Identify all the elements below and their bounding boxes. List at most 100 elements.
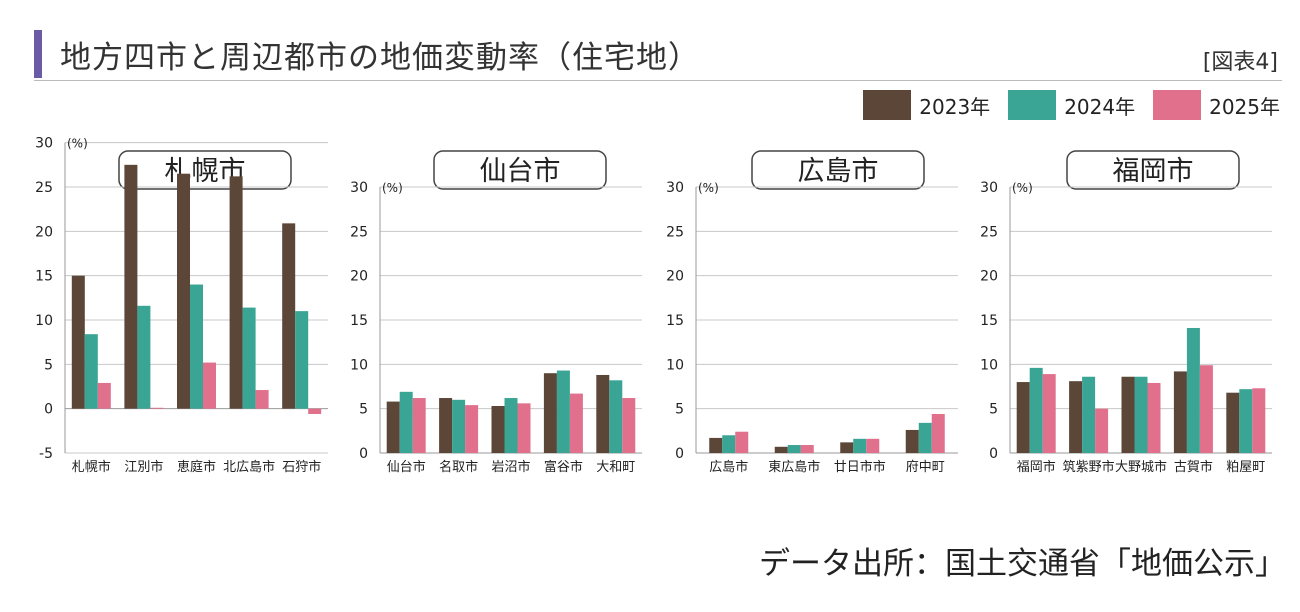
y-tick-label: 15 xyxy=(980,313,998,329)
x-tick-label: 富谷市 xyxy=(544,459,583,475)
figure-label: [図表4] xyxy=(1202,50,1278,75)
x-tick-label: 大野城市 xyxy=(1115,459,1167,475)
bar-2-2024年-富谷市 xyxy=(556,370,570,453)
y-tick-label: 30 xyxy=(350,180,368,196)
y-tick-label: 25 xyxy=(350,224,368,240)
x-tick-label: 東広島市 xyxy=(768,459,820,475)
bar-1-2023年-札幌市 xyxy=(71,275,85,409)
y-unit-label: (%) xyxy=(382,181,403,195)
bar-4-2023年-古賀市 xyxy=(1173,371,1187,453)
bar-2-2025年-大和町 xyxy=(622,398,636,453)
y-tick-label: 20 xyxy=(666,269,684,285)
bar-4-2023年-粕屋町 xyxy=(1226,392,1240,453)
bar-3-2024年-東広島市 xyxy=(787,445,801,453)
bar-2-2024年-岩沼市 xyxy=(504,398,518,453)
y-tick-label: 5 xyxy=(44,357,53,373)
y-tick-label: 20 xyxy=(980,269,998,285)
y-tick-label: 25 xyxy=(980,224,998,240)
page-title: 地方四市と周辺都市の地価変動率（住宅地） xyxy=(60,40,700,76)
bar-2-2025年-名取市 xyxy=(465,405,479,453)
title-accent-bar xyxy=(34,30,42,78)
x-tick-label: 広島市 xyxy=(709,459,748,475)
bar-1-2024年-石狩市 xyxy=(295,311,309,409)
y-tick-label: 10 xyxy=(980,357,998,373)
panel-title-3: 広島市 xyxy=(798,156,879,187)
legend-label-2024: 2024年 xyxy=(1064,94,1136,119)
bar-3-2024年-府中町 xyxy=(918,422,932,453)
bar-3-2025年-広島市 xyxy=(735,431,749,453)
y-tick-label: 30 xyxy=(980,180,998,196)
x-tick-label: 石狩市 xyxy=(282,459,321,475)
x-tick-label: 廿日市市 xyxy=(834,459,886,475)
bar-2-2023年-大和町 xyxy=(596,374,610,453)
x-tick-label: 粕屋町 xyxy=(1226,460,1265,475)
bar-1-2023年-江別市 xyxy=(124,164,138,409)
legend-swatch-2023 xyxy=(863,90,912,120)
x-tick-label: 岩沼市 xyxy=(491,459,530,475)
x-tick-label: 北広島市 xyxy=(223,459,275,475)
x-tick-label: 古賀市 xyxy=(1174,459,1213,475)
bar-3-2024年-廿日市市 xyxy=(853,438,867,453)
bar-3-2025年-府中町 xyxy=(931,413,945,453)
x-tick-label: 大和町 xyxy=(596,460,635,475)
x-tick-label: 江別市 xyxy=(124,459,163,475)
bar-4-2025年-粕屋町 xyxy=(1252,388,1266,453)
bar-4-2025年-筑紫野市 xyxy=(1095,408,1109,453)
legend-swatch-2025 xyxy=(1153,90,1202,120)
legend-swatch-2024 xyxy=(1008,90,1057,120)
y-tick-label: 30 xyxy=(666,180,684,196)
legend-item-2023: 2023年 xyxy=(863,90,990,120)
bar-1-2024年-恵庭市 xyxy=(190,284,203,409)
bar-1-2023年-石狩市 xyxy=(282,223,296,409)
bar-4-2023年-福岡市 xyxy=(1016,382,1030,453)
bar-4-2025年-大野城市 xyxy=(1147,382,1161,453)
y-tick-label: 25 xyxy=(35,180,53,196)
y-unit-label: (%) xyxy=(1012,181,1033,195)
bar-4-2024年-筑紫野市 xyxy=(1082,376,1096,453)
bar-3-2023年-府中町 xyxy=(905,429,919,453)
bar-4-2023年-筑紫野市 xyxy=(1069,381,1083,453)
y-unit-label: (%) xyxy=(698,181,719,195)
x-tick-label: 福岡市 xyxy=(1017,459,1056,475)
bar-4-2025年-福岡市 xyxy=(1042,374,1056,453)
panel-title-box-2 xyxy=(433,150,607,190)
bar-4-2024年-古賀市 xyxy=(1186,327,1200,453)
y-tick-label: 0 xyxy=(44,402,53,418)
legend: 2023年 2024年 2025年 xyxy=(863,90,1280,120)
bar-2-2024年-名取市 xyxy=(452,399,466,453)
y-tick-label: 10 xyxy=(666,357,684,373)
y-tick-label: 20 xyxy=(350,269,368,285)
y-tick-label: 0 xyxy=(989,446,998,462)
bar-2-2023年-岩沼市 xyxy=(491,406,505,453)
bar-1-2025年-江別市 xyxy=(150,407,164,409)
bar-1-2024年-札幌市 xyxy=(84,334,98,409)
legend-label-2025: 2025年 xyxy=(1209,94,1280,119)
bar-3-2025年-廿日市市 xyxy=(866,438,880,453)
y-tick-label: 0 xyxy=(359,446,368,462)
y-unit-label: (%) xyxy=(67,137,88,151)
legend-label-2023: 2023年 xyxy=(919,94,991,119)
bar-3-2024年-広島市 xyxy=(722,435,736,453)
bar-2-2024年-仙台市 xyxy=(399,391,413,453)
y-tick-label: 30 xyxy=(35,136,53,152)
bar-2-2025年-富谷市 xyxy=(569,393,583,453)
bar-2-2023年-名取市 xyxy=(439,398,453,453)
y-tick-label: 5 xyxy=(675,402,684,418)
bar-4-2023年-大野城市 xyxy=(1121,376,1135,453)
legend-item-2024: 2024年 xyxy=(1008,90,1135,120)
y-tick-label: 25 xyxy=(666,224,684,240)
bar-1-2023年-北広島市 xyxy=(229,176,243,409)
bar-4-2024年-福岡市 xyxy=(1029,367,1043,453)
panel-title-box-1 xyxy=(118,150,292,190)
y-tick-label: 15 xyxy=(35,269,53,285)
bar-2-2025年-岩沼市 xyxy=(517,403,531,453)
y-tick-label: 15 xyxy=(666,313,684,329)
panel-title-2: 仙台市 xyxy=(480,156,561,187)
bar-4-2024年-大野城市 xyxy=(1134,376,1148,453)
source-note: データ出所：国土交通省「地価公示」 xyxy=(759,546,1286,582)
bar-2-2023年-富谷市 xyxy=(543,373,557,453)
y-tick-label: 10 xyxy=(35,313,53,329)
bar-4-2024年-粕屋町 xyxy=(1239,389,1253,453)
bar-1-2025年-石狩市 xyxy=(308,408,322,414)
